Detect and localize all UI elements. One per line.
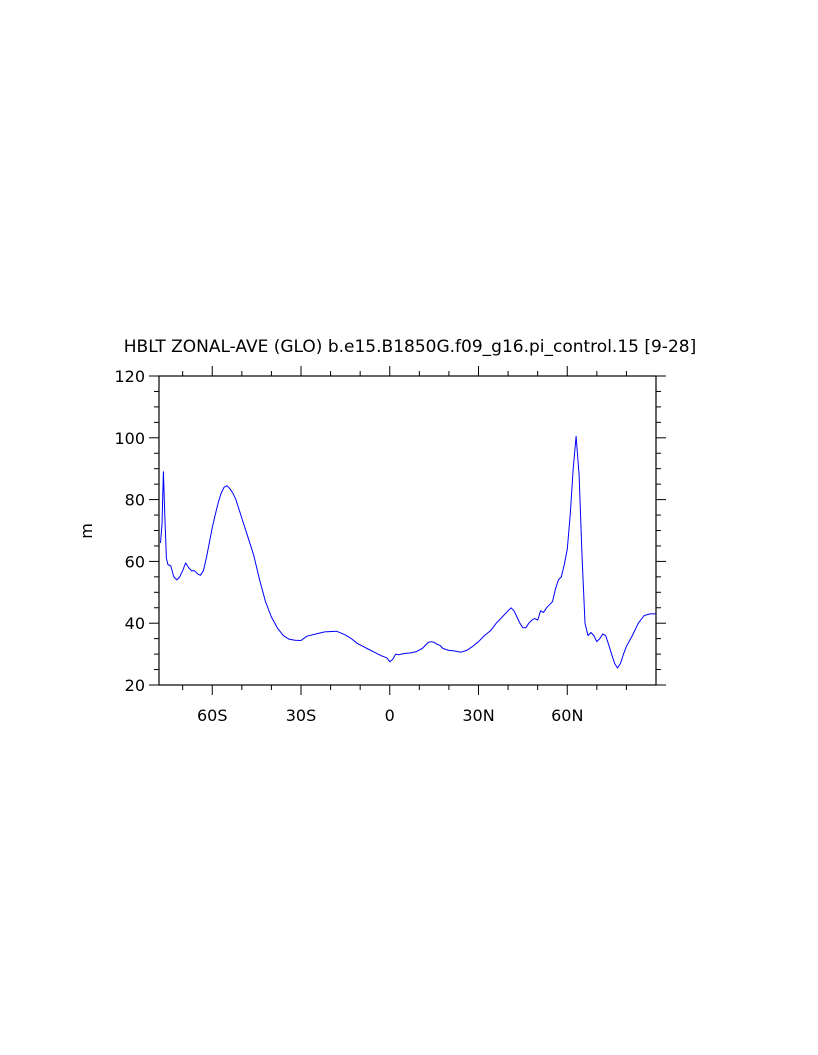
y-tick-label: 80 <box>125 491 145 510</box>
y-axis-label: m <box>77 523 96 539</box>
x-tick-label: 0 <box>385 706 395 725</box>
series-line <box>160 435 656 669</box>
y-tick-label: 100 <box>114 429 145 448</box>
x-tick-label: 60N <box>551 706 583 725</box>
plot-series <box>160 435 656 669</box>
plot-frame <box>158 375 657 686</box>
x-tick-label: 30N <box>462 706 494 725</box>
y-tick-label: 60 <box>125 552 145 571</box>
y-tick-label: 20 <box>125 676 145 695</box>
y-tick-label: 40 <box>125 614 145 633</box>
y-tick-label: 120 <box>114 367 145 386</box>
x-tick-label: 60S <box>197 706 228 725</box>
x-tick-label: 30S <box>286 706 317 725</box>
tick-labels: 20 40 60 80 100 120 60S 30S 0 30N 60N <box>114 367 583 725</box>
axis-ticks <box>149 366 666 695</box>
chart-title: HBLT ZONAL-AVE (GLO) b.e15.B1850G.f09_g1… <box>124 337 696 357</box>
